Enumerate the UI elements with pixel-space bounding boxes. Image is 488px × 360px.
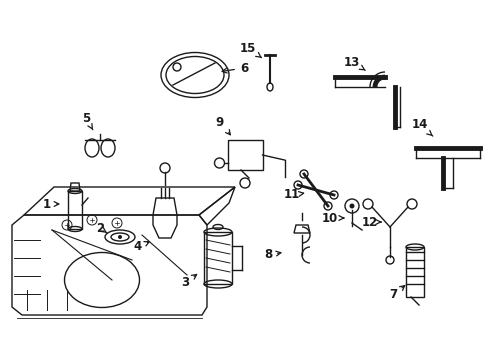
Text: 2: 2: [96, 221, 106, 234]
Text: 11: 11: [284, 189, 303, 202]
Text: 8: 8: [264, 248, 280, 261]
Text: 6: 6: [222, 62, 247, 75]
Text: 14: 14: [411, 118, 432, 136]
Text: 15: 15: [239, 41, 261, 58]
Circle shape: [118, 235, 122, 239]
Text: 10: 10: [321, 211, 343, 225]
Text: 3: 3: [181, 274, 196, 289]
Text: 4: 4: [134, 240, 149, 253]
Text: 1: 1: [43, 198, 59, 211]
Text: 12: 12: [361, 216, 380, 229]
Text: 7: 7: [388, 285, 404, 302]
Text: 5: 5: [81, 112, 93, 130]
Text: 13: 13: [343, 55, 365, 70]
Circle shape: [349, 203, 354, 208]
Text: 9: 9: [215, 116, 230, 135]
